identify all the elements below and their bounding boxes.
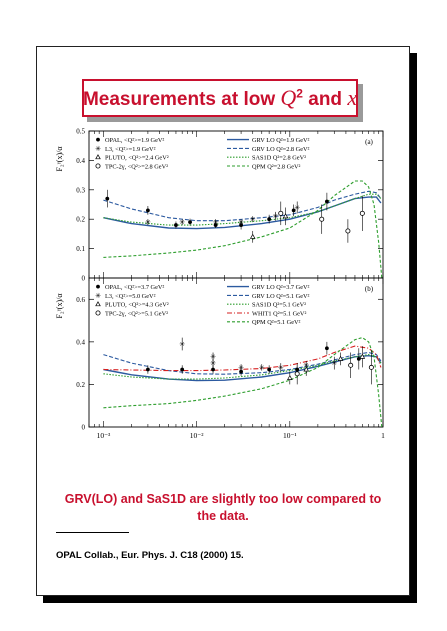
- panel-a-legend-right-entry: GRV LO Q²=1.9 GeV²: [252, 137, 310, 144]
- panel-a-point-l3: ✳: [238, 219, 244, 227]
- panel-a-curve-dotted: [103, 193, 382, 226]
- panel-a-point-opal: [324, 199, 329, 204]
- panel-b-legend-right-entry: GRV LO Q²=5.1 GeV²: [252, 293, 310, 300]
- panel-b-point-opal: [324, 346, 329, 351]
- panel-b-tag: (b): [365, 285, 374, 293]
- panel-a-legend-marker: ✳: [95, 145, 101, 153]
- panel-b-legend-right-entry: WHIT1 Q²=5.1 GeV²: [252, 310, 306, 317]
- panel-a-point-tpc: [345, 228, 351, 234]
- panel-a-point-opal: [174, 223, 178, 227]
- panel-b-legend-marker: [95, 310, 101, 316]
- panel-b-ytick-label: 0.2: [76, 381, 85, 389]
- panel-b-xtick-label: 10⁻³: [97, 431, 111, 439]
- panel-b-point-l3: ✳: [238, 364, 244, 372]
- panel-b-ylabel: F₂ᵞ(x)/α: [55, 293, 64, 319]
- panel-b-point-pluto: [287, 374, 293, 380]
- panel-a-point-pluto: [282, 213, 289, 219]
- panel-a-point-l3: ✳: [145, 219, 151, 227]
- panel-b-ytick-label: 0: [82, 424, 86, 432]
- panel-a-legend-marker: [95, 163, 101, 169]
- panel-a-legend-right-entry: SAS1D Q²=2.8 GeV²: [252, 155, 306, 162]
- panel-a-legend-right-entry: QPM Q²=2.8 GeV²: [252, 163, 301, 170]
- panel-a-curve-dashed-green: [103, 180, 383, 279]
- panel-a-tag: (a): [365, 138, 373, 146]
- panel-a-point-l3: ✳: [294, 204, 300, 212]
- panel-a-point-opal: [188, 220, 192, 225]
- conclusion-text: GRV(LO) and SaS1D are slightly too low c…: [64, 492, 382, 523]
- panel-b-legend-left-entry: L3, <Q²>=5.0 GeV²: [105, 293, 156, 300]
- panel-b-legend-marker: ✳: [95, 292, 101, 300]
- reference-text: OPAL Collab., Eur. Phys. J. C18 (2000) 1…: [56, 550, 244, 561]
- panel-a-point-opal: [267, 217, 272, 222]
- panel-b-point-opal: [239, 369, 243, 374]
- panel-b-legend-marker: [96, 284, 100, 289]
- panel-b-legend-left-entry: TPC-2γ, <Q²>=5.1 GeV²: [105, 310, 168, 317]
- panel-b-xtick-label: 10⁻¹: [283, 431, 297, 439]
- panel-b-legend-marker: [95, 301, 101, 307]
- panel-a-legend-left-entry: PLUTO, <Q²>=2.4 GeV²: [105, 155, 169, 162]
- panel-a-point-opal: [105, 196, 110, 201]
- panel-a-legend-left-entry: OPAL, <Q²>=1.9 GeV²: [105, 137, 164, 144]
- panel-a-legend-left-entry: L3, <Q²>=1.9 GeV²: [105, 146, 156, 153]
- panel-b-legend-right-entry: GRV LO Q²=3.7 GeV²: [252, 284, 310, 291]
- panel-a-point-opal: [291, 208, 296, 213]
- panel-a-ytick-label: 0.3: [76, 186, 85, 194]
- panel-b-point-pluto: [337, 355, 344, 361]
- panel-a-point-tpc: [359, 210, 365, 216]
- panel-a-point-l3: ✳: [250, 216, 256, 224]
- panel-b-legend-left-entry: OPAL, <Q²>=3.7 GeV²: [105, 284, 164, 291]
- panel-b-point-l3: ✳: [210, 360, 216, 368]
- panel-b-curve-dashed: [103, 351, 382, 375]
- panel-b-point-opal: [267, 367, 272, 372]
- panel-b-legend-right-entry: QPM Q²=5.1 GeV²: [252, 319, 301, 326]
- panel-a-curve-solid: [103, 196, 382, 230]
- panel-a-legend-left-entry: TPC-2γ, <Q²>=2.8 GeV²: [105, 163, 168, 170]
- panel-b-point-pluto: [359, 353, 366, 359]
- panel-a-point-tpc: [319, 216, 325, 222]
- panel-b-point-opal: [145, 367, 150, 372]
- panel-a-ytick-label: 0.5: [76, 128, 85, 136]
- panel-a-legend-marker: [95, 154, 101, 160]
- panel-a-legend-right-entry: GRV LO Q²=2.8 GeV²: [252, 146, 310, 153]
- panel-b-point-l3: ✳: [278, 364, 284, 372]
- panel-a-point-l3: ✳: [272, 213, 278, 221]
- panel-b-legend-right-entry: SAS1D Q²=5.1 GeV²: [252, 302, 306, 309]
- panel-b-point-l3: ✳: [210, 353, 216, 361]
- panel-b-point-pluto: [303, 366, 310, 372]
- slide-title: Measurements at low Q2 and x: [82, 85, 358, 110]
- panel-b-point-tpc: [348, 362, 354, 368]
- panel-a-point-tpc: [278, 210, 284, 216]
- panel-b-xtick-label: 1: [381, 431, 385, 439]
- panel-b-ytick-label: 0.4: [76, 338, 85, 346]
- panel-b-ytick-label: 0.6: [76, 296, 85, 304]
- panel-b-xtick-label: 10⁻²: [190, 431, 204, 439]
- panel-b-point-l3: ✳: [179, 340, 185, 348]
- panel-a-point-opal: [145, 208, 150, 213]
- panel-b-curve-dotted: [103, 354, 382, 380]
- panel-b-point-l3: ✳: [259, 364, 265, 372]
- panel-a-point-pluto: [249, 233, 256, 239]
- panel-a-ytick-label: 0.2: [76, 216, 85, 224]
- panel-a-ytick-label: 0: [82, 275, 86, 283]
- panel-b-curve-dashed-green: [103, 337, 383, 428]
- panel-b-point-l3: ✳: [331, 360, 337, 368]
- panel-a-curve-dashed: [103, 190, 382, 222]
- panel-a-point-l3: ✳: [179, 219, 185, 227]
- panel-b-point-opal: [211, 367, 215, 372]
- title-box: Measurements at low Q2 and x: [82, 79, 358, 117]
- panel-b-point-opal: [356, 356, 361, 361]
- panel-b-legend-left-entry: PLUTO, <Q²>=4.3 GeV²: [105, 302, 169, 309]
- panel-b-frame: [88, 277, 384, 428]
- slide: Measurements at low Q2 and x 0 0.1 0.2 0.3 0…: [36, 46, 410, 596]
- panel-a-legend-marker: [96, 137, 100, 142]
- panel-b-point-tpc: [294, 371, 300, 377]
- panel-a-point-l3: ✳: [213, 219, 219, 227]
- panel-a-ytick-label: 0.1: [76, 245, 85, 253]
- panel-a-ylabel: F₂ᵞ(x)/α: [55, 146, 64, 172]
- panel-b-point-tpc: [368, 364, 374, 370]
- panel-b-point-opal: [180, 367, 185, 372]
- footnote-rule: [56, 532, 129, 533]
- panel-a-ytick-label: 0.4: [76, 157, 85, 165]
